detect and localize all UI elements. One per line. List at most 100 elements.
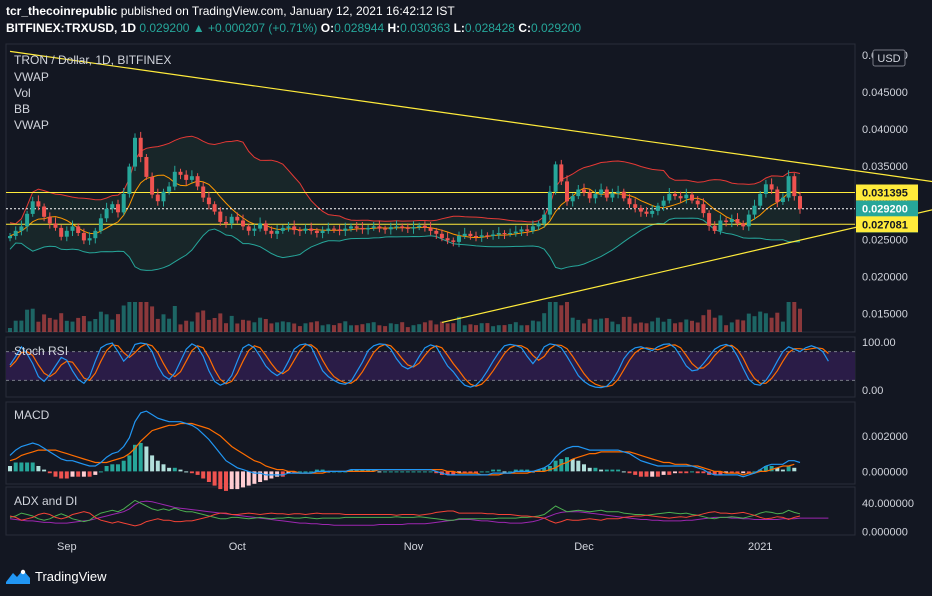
volume-bar bbox=[428, 320, 433, 332]
volume-bar bbox=[275, 322, 280, 332]
time-tick-label: Dec bbox=[574, 541, 594, 553]
candle-body bbox=[127, 166, 132, 194]
price-axis-layer[interactable]: 0.0500000.0450000.0400000.0350000.030000… bbox=[856, 50, 918, 539]
stoch-tick-label: 0.00 bbox=[862, 385, 883, 397]
macd-histogram-bar bbox=[150, 455, 155, 472]
volume-bar bbox=[655, 317, 660, 332]
macd-histogram-bar bbox=[746, 471, 751, 474]
candle-body bbox=[621, 191, 626, 199]
volume-bar bbox=[491, 326, 496, 332]
macd-label[interactable]: MACD bbox=[14, 408, 50, 422]
volume-bar bbox=[417, 324, 422, 332]
candle-body bbox=[508, 233, 513, 234]
publish-info: tcr_thecoinrepublic published on Trading… bbox=[6, 4, 455, 18]
legend-vol[interactable]: Vol bbox=[14, 86, 31, 100]
volume-bar bbox=[121, 305, 126, 332]
volume-bar bbox=[138, 302, 143, 332]
legend-bb[interactable]: BB bbox=[14, 102, 30, 116]
high-label: H: bbox=[387, 21, 401, 35]
volume-bar bbox=[332, 325, 336, 332]
candle-body bbox=[138, 137, 143, 157]
macd-histogram-bar bbox=[349, 469, 353, 472]
volume-bar bbox=[690, 320, 694, 332]
stoch-rsi-layer bbox=[6, 342, 855, 389]
volume-bar bbox=[405, 327, 410, 332]
candle-body bbox=[479, 235, 484, 237]
currency-button[interactable]: USD bbox=[877, 53, 900, 65]
candle-body bbox=[610, 193, 615, 198]
macd-histogram-bar bbox=[542, 467, 547, 472]
macd-histogram-bar bbox=[422, 471, 427, 473]
volume-bar bbox=[309, 322, 314, 332]
candle-body bbox=[263, 223, 268, 231]
macd-histogram-bar bbox=[758, 469, 763, 472]
macd-histogram-bar bbox=[93, 471, 98, 475]
candle-body bbox=[206, 197, 211, 205]
candle-body bbox=[769, 184, 774, 190]
macd-histogram-bar bbox=[98, 471, 103, 473]
macd-histogram-bar bbox=[224, 471, 228, 491]
legend-vwap-2[interactable]: VWAP bbox=[14, 118, 49, 132]
volume-bar bbox=[735, 319, 740, 332]
candle-body bbox=[377, 226, 382, 229]
candle-body bbox=[229, 216, 234, 224]
macd-histogram-bar bbox=[411, 471, 416, 473]
macd-histogram-bar bbox=[718, 471, 723, 475]
volume-bar bbox=[297, 326, 302, 332]
candle-body bbox=[8, 236, 12, 239]
adx-tick-label: 0.000000 bbox=[862, 527, 908, 539]
legend-vwap-1[interactable]: VWAP bbox=[14, 70, 49, 84]
macd-histogram-bar bbox=[292, 471, 297, 474]
time-tick-label: Sep bbox=[57, 541, 77, 553]
macd-histogram-bar bbox=[87, 471, 92, 477]
candle-body bbox=[235, 216, 240, 221]
volume-bar bbox=[644, 323, 649, 332]
macd-histogram-bar bbox=[792, 467, 797, 472]
adx-pane[interactable] bbox=[5, 486, 856, 536]
symbol-label: BITFINEX:TRXUSD, 1D bbox=[6, 21, 137, 35]
volume-bar bbox=[570, 317, 575, 332]
candle-body bbox=[565, 181, 569, 202]
volume-bar bbox=[47, 317, 52, 332]
macd-histogram-bar bbox=[246, 471, 251, 486]
volume-bar bbox=[513, 322, 518, 332]
candle-body bbox=[25, 213, 30, 227]
candle-body bbox=[320, 230, 325, 233]
candle-body bbox=[292, 226, 297, 231]
macd-histogram-bar bbox=[320, 469, 325, 472]
stoch-k-line bbox=[9, 342, 829, 389]
macd-histogram-bar bbox=[451, 471, 456, 475]
volume-bar bbox=[621, 316, 626, 332]
volume-bar bbox=[633, 323, 638, 332]
volume-bar bbox=[229, 315, 234, 332]
macd-histogram-bar bbox=[263, 471, 268, 481]
candle-body bbox=[144, 157, 149, 177]
volume-bar bbox=[116, 314, 120, 332]
candle-body bbox=[604, 189, 609, 198]
macd-histogram-bar bbox=[252, 471, 257, 484]
volume-bar bbox=[673, 323, 677, 332]
macd-histogram-bar bbox=[383, 471, 388, 473]
tradingview-logo[interactable]: TradingView bbox=[6, 568, 107, 584]
candle-body bbox=[570, 196, 575, 202]
stoch-rsi-label[interactable]: Stoch RSI bbox=[14, 344, 68, 358]
macd-histogram-bar bbox=[780, 469, 785, 472]
candle-body bbox=[678, 196, 683, 199]
volume-bar bbox=[263, 319, 268, 332]
time-axis-layer[interactable]: Sep Oct Nov Dec 2021 bbox=[57, 541, 772, 553]
macd-pane[interactable] bbox=[5, 401, 856, 485]
time-tick-label: Nov bbox=[404, 541, 424, 553]
author-name[interactable]: tcr_thecoinrepublic bbox=[6, 4, 118, 18]
candle-body bbox=[724, 220, 729, 222]
candle-body bbox=[655, 205, 660, 211]
volume-bar bbox=[292, 323, 297, 332]
macd-histogram-bar bbox=[354, 469, 359, 472]
candle-body bbox=[496, 233, 501, 235]
volume-bar bbox=[360, 324, 365, 332]
macd-histogram-bar bbox=[661, 471, 666, 475]
adx-label[interactable]: ADX and DI bbox=[14, 494, 77, 508]
currency-button-box[interactable] bbox=[872, 49, 906, 67]
candle-body bbox=[116, 204, 120, 213]
volume-bar bbox=[587, 318, 592, 332]
